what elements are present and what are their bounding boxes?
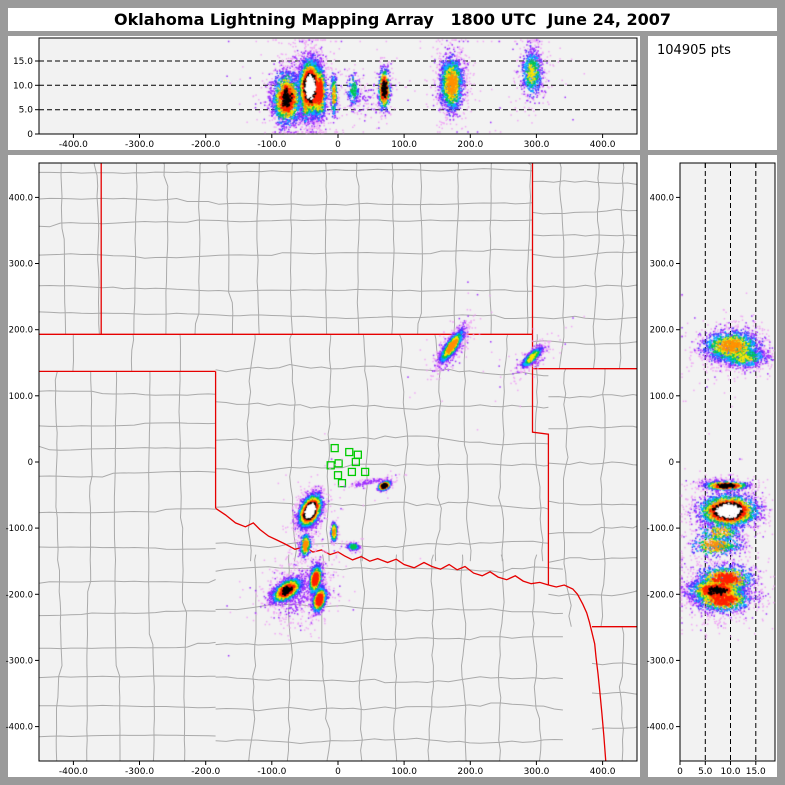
altitude-vs-northsouth-panel[interactable] [648,155,777,777]
points-count-panel: 104905 pts [648,36,777,150]
points-count-label: 104905 pts [657,43,731,58]
plan-view-map-panel[interactable] [8,155,640,777]
title-bar: Oklahoma Lightning Mapping Array 1800 UT… [8,8,777,31]
page-title: Oklahoma Lightning Mapping Array 1800 UT… [113,10,672,29]
altitude-vs-eastwest-panel[interactable] [8,36,640,150]
